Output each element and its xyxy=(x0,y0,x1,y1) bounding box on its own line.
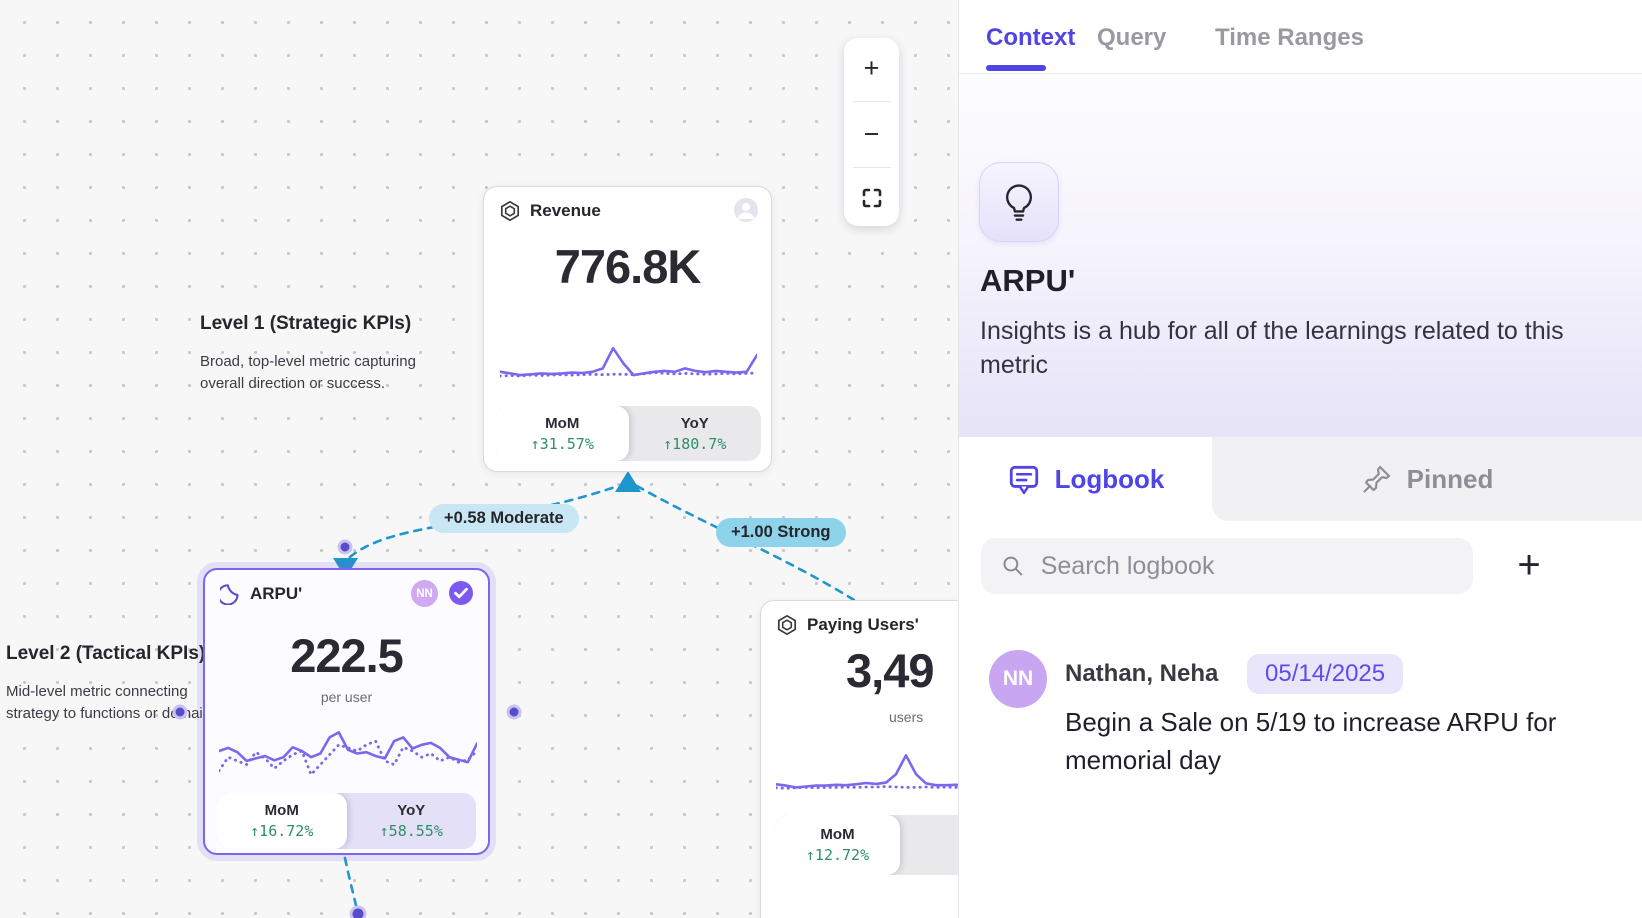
logbook-pinned-tabs: Logbook Pinned xyxy=(959,437,1642,521)
zoom-out-button[interactable]: − xyxy=(863,118,880,149)
level2-annotation: Level 2 (Tactical KPIs) Mid-level metric… xyxy=(6,643,223,725)
hexagon-metric-icon xyxy=(777,614,797,636)
entry-message: Begin a Sale on 5/19 to increase ARPU fo… xyxy=(1065,707,1557,775)
arpu-top-handle[interactable] xyxy=(337,539,353,555)
canvas-zoom-toolbar: + − xyxy=(844,38,899,226)
arpu-bottom-handle[interactable] xyxy=(349,905,367,918)
arpu-mom-yoy-toggle[interactable]: MoM ↑16.72% YoY ↑58.55% xyxy=(217,793,476,849)
metric-description: Insights is a hub for all of the learnin… xyxy=(980,317,1564,379)
fullscreen-icon xyxy=(862,188,881,207)
level2-description: Mid-level metric connecting strategy to … xyxy=(6,683,223,722)
arpu-right-handle[interactable] xyxy=(506,704,522,720)
revenue-value: 776.8K xyxy=(554,240,702,293)
pinned-tab-label: Pinned xyxy=(1406,463,1494,494)
context-side-panel: Context Query Time Ranges ARPU' Insights… xyxy=(958,0,1642,918)
metric-card-arpu[interactable]: ARPU' NN 222.5 per user MoM ↑16.72% YoY xyxy=(203,568,490,855)
subtab-logbook[interactable]: Logbook xyxy=(959,437,1212,521)
paying-users-yoy-segment[interactable] xyxy=(900,815,958,875)
logbook-bubble-icon xyxy=(1009,465,1038,495)
arrowhead-into-revenue xyxy=(615,471,641,492)
zoom-in-button[interactable]: + xyxy=(863,53,880,84)
logbook-tab-label: Logbook xyxy=(1054,463,1165,494)
entry-author-name: Nathan, Neha xyxy=(1065,660,1219,687)
logbook-search-box[interactable] xyxy=(981,538,1473,594)
level2-title: Level 2 (Tactical KPIs) xyxy=(6,643,206,664)
correlation-label-moderate[interactable]: +0.58 Moderate xyxy=(429,504,579,533)
search-icon xyxy=(1003,556,1023,576)
revenue-mom-yoy-toggle[interactable]: MoM ↑31.57% YoY ↑180.7% xyxy=(496,406,761,461)
revenue-card-header: Revenue xyxy=(499,200,601,222)
level1-annotation: Level 1 (Strategic KPIs) Broad, top-leve… xyxy=(200,313,416,395)
kpi-canvas[interactable]: Level 1 (Strategic KPIs) Broad, top-leve… xyxy=(0,0,958,918)
paying-users-mom-segment[interactable]: MoM ↑12.72% xyxy=(775,815,900,875)
revenue-yoy-segment[interactable]: YoY ↑180.7% xyxy=(663,414,727,453)
lightbulb-icon xyxy=(1006,184,1032,221)
paying-users-unit: users xyxy=(889,709,924,725)
arpu-card-header: ARPU' xyxy=(220,583,302,605)
paying-users-value: 3,49 xyxy=(846,644,934,697)
metric-card-paying-users[interactable]: Paying Users' 3,49 users MoM ↑12.72% xyxy=(760,600,958,918)
entry-date-badge[interactable]: 05/14/2025 xyxy=(1247,654,1404,694)
entry-author-avatar: NN xyxy=(989,650,1047,708)
paying-users-card-title: Paying Users' xyxy=(807,615,919,634)
arpu-sparkline xyxy=(219,731,477,778)
tab-context[interactable]: Context xyxy=(986,24,1076,51)
revenue-sparkline xyxy=(500,346,757,378)
arpu-unit: per user xyxy=(320,689,373,705)
level1-title: Level 1 (Strategic KPIs) xyxy=(200,313,412,334)
verified-check-icon xyxy=(447,579,475,607)
revenue-mom-segment[interactable]: MoM ↑31.57% xyxy=(496,406,629,461)
arpu-yoy-segment[interactable]: YoY ↑58.55% xyxy=(379,802,443,840)
panel-tab-bar: Context Query Time Ranges xyxy=(959,0,1642,74)
logbook-search-row: + xyxy=(959,538,1642,594)
pin-icon xyxy=(1363,465,1390,493)
paying-users-mom-yoy-toggle[interactable]: MoM ↑12.72% xyxy=(775,815,958,875)
toolbar-divider xyxy=(852,101,891,103)
arpu-card-title: ARPU' xyxy=(250,584,303,603)
insights-icon-tile xyxy=(979,162,1059,242)
crescent-moon-icon xyxy=(220,584,239,605)
active-tab-underline xyxy=(986,65,1046,71)
paying-users-card-header: Paying Users' xyxy=(776,614,919,636)
hexagon-metric-icon xyxy=(500,200,520,222)
toolbar-divider xyxy=(852,166,891,168)
tab-query[interactable]: Query xyxy=(1097,24,1167,51)
revenue-card-title: Revenue xyxy=(530,201,601,220)
add-logbook-entry-button[interactable]: + xyxy=(1507,540,1551,590)
metric-context-hero: ARPU' Insights is a hub for all of the l… xyxy=(959,74,1642,437)
fit-view-button[interactable] xyxy=(844,187,899,209)
presence-avatar-icon xyxy=(734,198,758,222)
arpu-value: 222.5 xyxy=(290,629,404,682)
edge-arpu-down xyxy=(343,856,359,912)
metric-name-heading: ARPU' xyxy=(980,263,1076,298)
metric-card-revenue[interactable]: Revenue 776.8K MoM ↑31.57% YoY ↑180.7% xyxy=(483,186,772,472)
paying-users-sparkline xyxy=(776,754,958,790)
search-logbook-input[interactable] xyxy=(1040,551,1453,581)
tab-time-ranges[interactable]: Time Ranges xyxy=(1215,24,1364,51)
arpu-mom-segment[interactable]: MoM ↑16.72% xyxy=(217,793,347,849)
arpu-collaborator-badge: NN xyxy=(411,580,438,607)
level1-description: Broad, top-level metric capturing overal… xyxy=(200,353,416,392)
subtab-pinned[interactable]: Pinned xyxy=(1212,437,1642,521)
correlation-label-strong[interactable]: +1.00 Strong xyxy=(716,518,846,547)
